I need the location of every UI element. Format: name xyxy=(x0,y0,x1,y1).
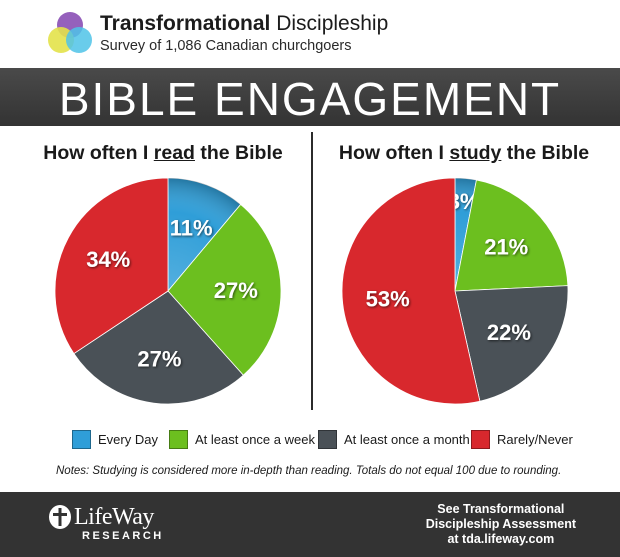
legend-item-every-day: Every Day xyxy=(72,428,158,450)
org-title-bold: Transformational xyxy=(100,12,271,35)
pie-study-slice-weekly xyxy=(454,179,569,292)
legend-swatch-monthly xyxy=(318,429,337,449)
pie-read-slice-rarely xyxy=(54,177,169,355)
pie-study: 3%21%22%53% xyxy=(341,177,569,405)
chart-title-read-key: read xyxy=(153,142,195,164)
banner: BIBLE ENGAGEMENT xyxy=(0,68,620,126)
chart-title-study: How often I study the Bible xyxy=(316,142,612,165)
pie-read-slice-weekly xyxy=(167,203,282,376)
footer-brand: LifeWay xyxy=(74,504,154,530)
legend-swatch-every-day xyxy=(72,429,91,449)
pie-read-label-weekly: 27% xyxy=(214,278,258,303)
chart-title-study-pre: How often I xyxy=(338,142,450,164)
pie-study-slice-rarely xyxy=(341,177,481,405)
chart-title-read: How often I read the Bible xyxy=(18,142,308,165)
pie-read-label-rarely: 34% xyxy=(86,247,130,272)
chart-divider xyxy=(311,132,313,410)
legend-swatch-rarely xyxy=(471,429,490,449)
chart-title-read-post: the Bible xyxy=(194,142,283,164)
logo-circles-icon xyxy=(48,12,92,53)
legend-label-weekly: At least once a week xyxy=(195,431,315,447)
legend-label-monthly: At least once a month xyxy=(344,431,470,447)
org-subtitle: Survey of 1,086 Canadian churchgoers xyxy=(100,38,352,54)
pie-study-label-monthly: 22% xyxy=(487,320,531,345)
pie-read: 11% 27% 27% 34% xyxy=(54,177,282,405)
footer: LifeWay RESEARCH See Transformational Di… xyxy=(0,492,620,557)
chart-title-study-key: study xyxy=(449,142,502,164)
notes: Notes: Studying is considered more in-de… xyxy=(56,465,562,477)
footer-cta-line-1: See Transformational xyxy=(437,502,565,516)
footer-brand-sub: RESEARCH xyxy=(82,530,164,542)
legend-swatch-weekly xyxy=(169,429,188,449)
pie-study-slice-monthly xyxy=(454,285,569,402)
footer-cta-line-2: Discipleship Assessment xyxy=(425,517,576,531)
org-title: Transformational Discipleship xyxy=(100,12,388,36)
legend-label-every-day: Every Day xyxy=(98,431,158,447)
legend: Every Day At least once a week At least … xyxy=(0,428,620,452)
legend-label-rarely: Rarely/Never xyxy=(497,431,573,447)
chart-title-read-pre: How often I xyxy=(43,142,154,164)
pie-read-label-monthly: 27% xyxy=(137,346,181,371)
pie-study-label-weekly: 21% xyxy=(484,235,528,260)
header: Transformational Discipleship Survey of … xyxy=(0,0,620,66)
pie-read-label-every-day: 11% xyxy=(170,215,213,240)
footer-cta[interactable]: See Transformational Discipleship Assess… xyxy=(426,502,576,547)
lifeway-logo-icon xyxy=(49,505,71,529)
pie-read-slice-monthly xyxy=(73,290,244,405)
legend-item-rarely: Rarely/Never xyxy=(471,428,573,450)
footer-cta-line-3: at tda.lifeway.com xyxy=(447,532,555,546)
legend-item-monthly: At least once a month xyxy=(318,428,470,450)
pie-study-label-rarely: 53% xyxy=(366,287,410,312)
banner-title: BIBLE ENGAGEMENT xyxy=(58,73,562,125)
legend-item-weekly: At least once a week xyxy=(169,428,315,450)
org-title-rest: Discipleship xyxy=(270,12,389,35)
chart-title-study-post: the Bible xyxy=(501,142,590,164)
